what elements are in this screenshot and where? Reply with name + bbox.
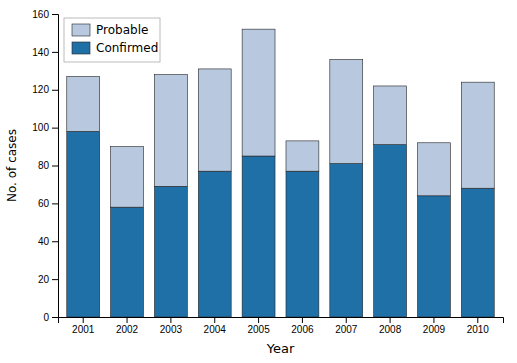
y-tick-label: 160	[32, 9, 49, 20]
x-axis-title: Year	[266, 341, 295, 356]
bar	[111, 147, 144, 208]
bar	[111, 207, 144, 317]
y-tick: 120	[32, 84, 58, 95]
y-tick: 80	[38, 160, 58, 171]
y-tick-mark	[52, 128, 58, 129]
y-tick-label: 20	[38, 274, 50, 285]
chart: 0204060801001201401602001200220032004200…	[0, 0, 517, 363]
x-tick: 2005	[247, 317, 270, 335]
bar	[67, 76, 100, 131]
bar	[374, 145, 407, 317]
x-tick-label: 2001	[72, 324, 95, 335]
y-tick-mark	[52, 317, 58, 318]
x-tick: 2009	[423, 317, 446, 335]
legend-label: Confirmed	[96, 41, 158, 55]
bar	[198, 69, 231, 171]
legend-swatch	[72, 42, 90, 54]
y-tick-label: 120	[32, 84, 49, 95]
bar	[198, 171, 231, 317]
x-tick: 2002	[116, 317, 139, 335]
bar	[330, 164, 363, 317]
x-tick-mark	[214, 317, 215, 323]
y-axis-line	[52, 15, 59, 318]
bar	[461, 188, 494, 317]
x-tick: 2006	[291, 317, 314, 335]
legend-label: Probable	[96, 23, 148, 37]
x-tick: 2004	[204, 317, 227, 335]
x-tick: 2001	[72, 317, 95, 335]
bars	[67, 29, 494, 317]
legend-item: Probable	[72, 23, 148, 37]
y-tick-label: 40	[38, 236, 50, 247]
y-tick: 60	[38, 198, 58, 209]
y-tick-label: 80	[38, 160, 50, 171]
y-tick-mark	[52, 166, 58, 167]
x-tick-label: 2009	[423, 324, 446, 335]
x-tick-mark	[477, 317, 478, 323]
y-tick-mark	[52, 52, 58, 53]
bar	[418, 196, 451, 317]
x-tick-label: 2008	[379, 324, 402, 335]
x-tick-mark	[127, 317, 128, 323]
x-tick-label: 2007	[335, 324, 358, 335]
y-tick-label: 0	[43, 312, 49, 323]
x-tick-mark	[258, 317, 259, 323]
bar	[374, 86, 407, 145]
y-tick-mark	[52, 279, 58, 280]
x-tick-mark	[170, 317, 171, 323]
x-axis-line	[59, 318, 504, 324]
y-tick-mark	[52, 14, 58, 15]
bar	[154, 75, 187, 187]
y-tick: 40	[38, 236, 58, 247]
bar	[286, 141, 319, 171]
x-tick-label: 2006	[291, 324, 314, 335]
bar	[242, 29, 275, 156]
x-tick-mark	[302, 317, 303, 323]
x-tick-label: 2003	[160, 324, 183, 335]
y-tick: 0	[43, 312, 58, 323]
x-axis: 2001 2002 2003 2004 2005 2006 2007 2008 2009 2010	[59, 317, 504, 335]
bar	[330, 59, 363, 163]
x-tick-label: 2002	[116, 324, 139, 335]
legend: Probable Confirmed	[64, 18, 160, 62]
legend-frame	[64, 18, 160, 62]
legend-swatch	[72, 24, 90, 36]
x-tick-mark	[390, 317, 391, 323]
y-axis-title: No. of cases	[5, 129, 19, 202]
y-tick-mark	[52, 203, 58, 204]
bar	[461, 82, 494, 188]
y-tick-label: 60	[38, 198, 50, 209]
y-tick-mark	[52, 90, 58, 91]
x-tick-mark	[83, 317, 84, 323]
x-tick: 2007	[335, 317, 358, 335]
x-tick: 2003	[160, 317, 183, 335]
y-tick-label: 100	[32, 122, 49, 133]
y-axis: 0 20 40 60 80 100 120 140 160	[32, 9, 58, 323]
bar	[286, 171, 319, 317]
y-tick-label: 140	[32, 47, 49, 58]
plot: 0204060801001201401602001200220032004200…	[32, 9, 503, 335]
y-tick: 160	[32, 9, 58, 20]
bar-series	[67, 131, 494, 317]
y-tick-mark	[52, 241, 58, 242]
x-tick-label: 2004	[204, 324, 227, 335]
bar	[418, 143, 451, 196]
y-tick: 20	[38, 274, 58, 285]
y-tick: 100	[32, 122, 58, 133]
y-tick: 140	[32, 47, 58, 58]
x-tick-label: 2005	[247, 324, 270, 335]
bar	[67, 131, 100, 317]
x-tick: 2010	[467, 317, 490, 335]
bar	[242, 156, 275, 317]
x-tick-mark	[346, 317, 347, 323]
bar	[154, 186, 187, 317]
legend-item: Confirmed	[72, 41, 158, 55]
x-tick-mark	[433, 317, 434, 323]
x-tick-label: 2010	[467, 324, 490, 335]
x-tick: 2008	[379, 317, 402, 335]
